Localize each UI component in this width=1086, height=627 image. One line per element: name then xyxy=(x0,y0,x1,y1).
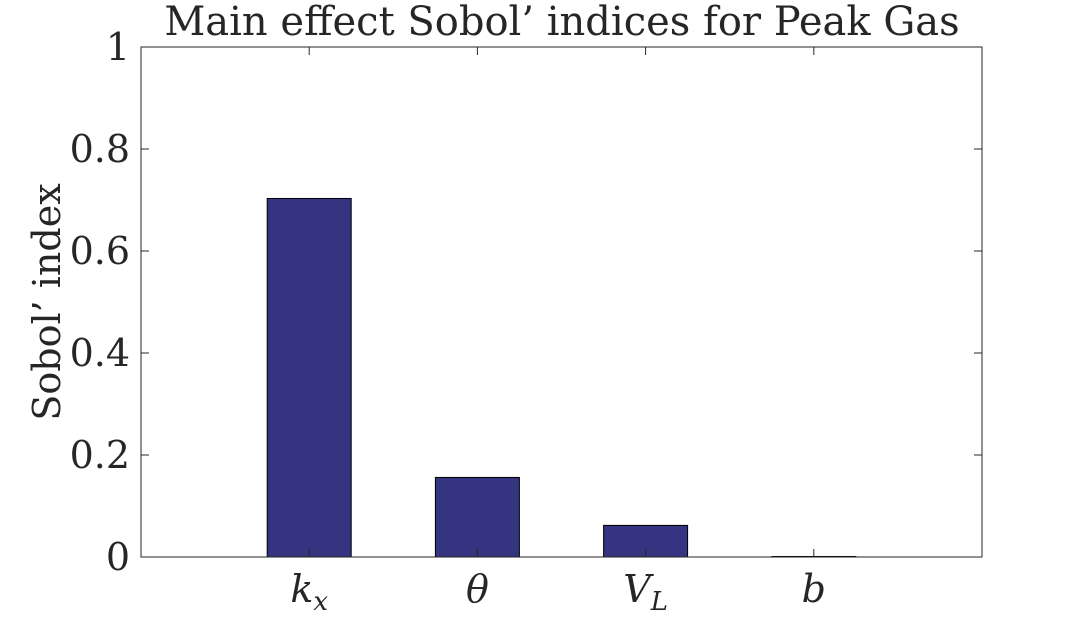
bars-layer xyxy=(266,197,857,558)
y-axis-label: Sobol’ index xyxy=(25,183,69,420)
y-tick-label: 0.8 xyxy=(70,127,130,171)
x-tick-label: b xyxy=(802,567,826,611)
bar-0 xyxy=(266,197,352,558)
y-tick-label: 0.2 xyxy=(70,433,130,477)
ticks-layer xyxy=(141,46,982,558)
x-tick-label: kx xyxy=(290,567,328,617)
x-tick-label: VL xyxy=(623,567,668,617)
bar-1 xyxy=(434,476,520,558)
plot-frame xyxy=(140,46,983,558)
x-tick-labels: kx θ VL b xyxy=(290,567,826,617)
x-tick-label: θ xyxy=(466,567,489,611)
y-tick-labels: 0 0.2 0.4 0.6 0.8 1 xyxy=(70,25,130,579)
y-tick-label: 0 xyxy=(106,535,130,579)
y-tick-label: 0.6 xyxy=(70,229,130,273)
y-tick-label: 1 xyxy=(106,25,130,69)
y-tick-label: 0.4 xyxy=(70,331,130,375)
chart-title: Main effect Sobol’ indices for Peak Gas xyxy=(164,0,959,45)
